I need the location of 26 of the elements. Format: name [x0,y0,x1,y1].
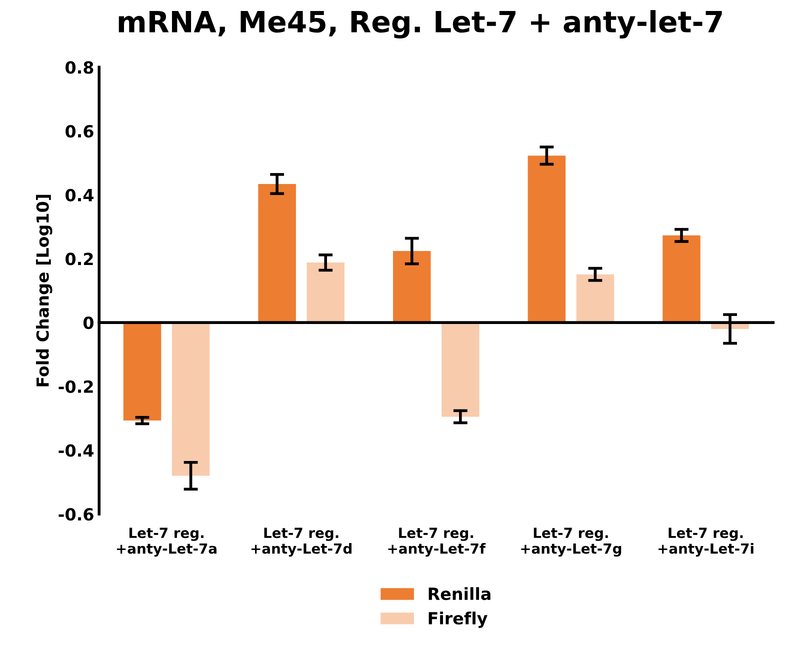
y-tick-label: 0 [83,316,94,330]
legend-label: Renilla [428,587,490,600]
bar [528,156,566,323]
bar [258,184,296,323]
y-tick-label: 0.2 [66,252,93,266]
y-tick-label: 0.4 [66,188,94,202]
x-tick-label: Let-7 reg. +anty-Let-7i [658,528,754,557]
y-tick-label: 0.6 [66,125,94,138]
y-tick-label: 0.8 [66,61,94,74]
bar [306,262,344,323]
x-tick-label: Let-7 reg. +anty-Let-7d [251,528,352,557]
bar [662,235,700,323]
y-tick-label: -0.6 [58,508,94,521]
bar [442,322,480,417]
x-tick-label: Let-7 reg. +anty-Let-7a [116,528,216,557]
bar [172,322,210,476]
chart-title: mRNA, Me45, Reg. Let-7 + anty-let-7 [118,10,722,39]
bar [123,322,162,421]
y-tick-label: -0.4 [58,444,94,457]
y-axis-title: Fold Change [Log10] [36,194,52,386]
bar [576,274,614,323]
legend-label: Firefly [428,612,488,628]
x-tick-label: Let-7 reg. +anty-Let-7f [388,528,486,557]
bar [393,251,431,323]
x-tick-label: Let-7 reg. +anty-Let-7g [521,528,622,557]
y-tick-label: -0.2 [58,380,93,393]
